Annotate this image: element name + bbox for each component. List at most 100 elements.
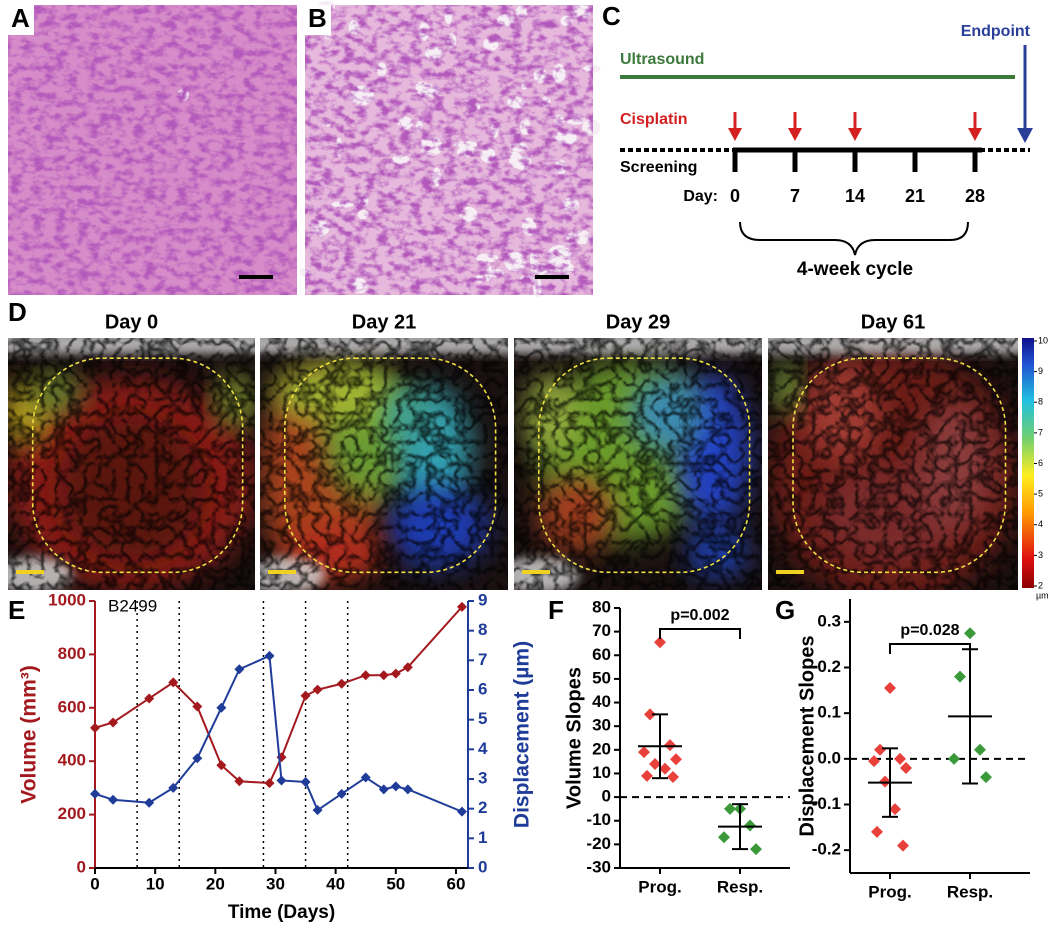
colorbar-tick-label: 4 [1038, 519, 1043, 529]
map-content [260, 338, 508, 590]
y2-tick-label: 2 [478, 798, 487, 817]
data-point [724, 802, 736, 815]
data-point [659, 762, 671, 775]
tumor-outline [792, 357, 1007, 574]
series-marker [402, 784, 413, 795]
scale-bar [239, 275, 273, 279]
tumor-outline [283, 357, 497, 574]
y-tick-label: -0.2 [812, 840, 841, 859]
scale-bar [16, 570, 44, 574]
y2-tick-label: 5 [478, 709, 487, 728]
speckle-texture [768, 338, 1018, 590]
arrow-head [728, 128, 742, 141]
displacement-map [768, 338, 1018, 590]
y2-tick-label: 0 [478, 857, 487, 876]
y-axis-label: Displacement Slopes [796, 635, 818, 836]
x-tick-label: Resp. [947, 882, 993, 901]
scale-bar [776, 570, 804, 574]
colorbar-tick-label: 10 [1038, 335, 1048, 345]
significance-bracket [889, 643, 971, 654]
data-point [750, 843, 762, 856]
x-tick-label: Prog. [868, 882, 911, 901]
day-number: 28 [965, 186, 985, 206]
y-tick-label: 70 [592, 621, 611, 640]
series-marker [234, 776, 245, 787]
series-marker [264, 778, 275, 789]
data-point [897, 839, 909, 852]
series-marker [378, 784, 389, 795]
speckle-texture [8, 338, 255, 590]
data-point [868, 755, 880, 768]
screening-label: Screening [620, 159, 697, 176]
scale-bar [268, 570, 296, 574]
data-point [874, 743, 886, 756]
cisplatin-arrow [848, 112, 862, 141]
series-marker [456, 601, 467, 612]
series-marker [168, 677, 179, 688]
map-content [768, 338, 1018, 590]
y-tick-label: 10 [592, 763, 611, 782]
endpoint-label: Endpoint [961, 23, 1031, 40]
y2-tick-label: 7 [478, 650, 487, 669]
y-tick-label: 30 [592, 716, 611, 735]
cisplatin-label: Cisplatin [620, 111, 688, 128]
error-bar [652, 713, 668, 780]
series-marker [234, 664, 245, 675]
map-content [514, 338, 762, 590]
colorbar-tick-label: 6 [1038, 458, 1043, 468]
arrow-head [968, 128, 982, 141]
x-tick-label: Prog. [638, 877, 681, 896]
day-number: 7 [790, 186, 800, 206]
cycle-brace [739, 221, 969, 256]
y-tick-label: 0 [602, 787, 611, 806]
colorbar-tick-label: 2 [1038, 580, 1043, 590]
data-point [641, 769, 653, 782]
map-title: Day 29 [606, 311, 671, 333]
panel-label: A [11, 3, 30, 33]
y2-tick-label: 6 [478, 679, 487, 698]
y-tick-label: 600 [58, 697, 86, 716]
label-box [305, 5, 331, 35]
y-tick-label: 0.3 [817, 611, 841, 630]
data-point [744, 819, 756, 832]
cycle-label: 4-week cycle [797, 259, 913, 280]
endpoint-arrowhead [1017, 128, 1033, 143]
series-marker [168, 782, 179, 793]
p-value: p=0.028 [900, 622, 959, 639]
data-point [894, 752, 906, 765]
series-marker [312, 684, 323, 695]
panel-label: E [8, 595, 25, 625]
series-marker [336, 788, 347, 799]
data-point [638, 746, 650, 759]
y-tick-label: -10 [586, 810, 611, 829]
displacement-map [8, 338, 255, 590]
x-tick-label: Resp. [717, 877, 763, 896]
y2-tick-label: 9 [478, 590, 487, 609]
series-marker [402, 662, 413, 673]
y-tick-label: 200 [58, 804, 86, 823]
p-value: p=0.002 [670, 607, 729, 624]
y2-tick-label: 1 [478, 828, 487, 847]
y-tick-label: 800 [58, 644, 86, 663]
y-tick-label: 1000 [48, 590, 86, 609]
arrow-head [788, 128, 802, 141]
series-marker [360, 772, 371, 783]
series-marker [192, 701, 203, 712]
series-marker [300, 776, 311, 787]
speckle-texture [514, 338, 762, 590]
data-point [954, 670, 966, 683]
series-marker [390, 781, 401, 792]
x-tick-label: 40 [326, 874, 345, 893]
displacement-map [260, 338, 508, 590]
day-number: 14 [845, 186, 865, 206]
y-tick-label: -20 [586, 834, 611, 853]
x-tick-label: 10 [146, 874, 165, 893]
map-title: Day 61 [861, 311, 926, 333]
y-tick-label: 40 [592, 692, 611, 711]
panel-label: G [775, 595, 795, 625]
data-point [871, 825, 883, 838]
series-marker [216, 760, 227, 771]
nuclei-texture [305, 5, 593, 295]
y-axis-label: Volume (mm³) [18, 665, 41, 803]
colorbar-tick-label: 5 [1038, 489, 1043, 499]
